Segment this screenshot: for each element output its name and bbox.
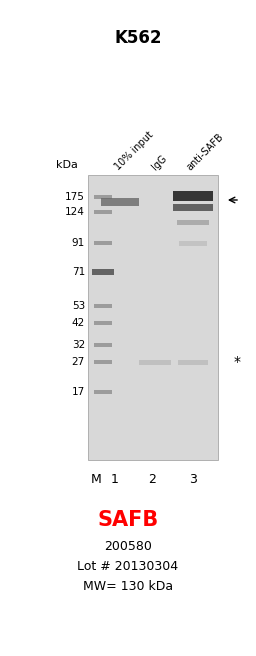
- Bar: [94, 321, 112, 325]
- Bar: [173, 203, 213, 211]
- Bar: [178, 359, 208, 365]
- Bar: [179, 241, 207, 245]
- Text: K562: K562: [114, 29, 162, 47]
- Text: IgG: IgG: [150, 154, 169, 172]
- Bar: [88, 175, 218, 460]
- Text: 42: 42: [72, 318, 85, 328]
- Text: 27: 27: [72, 357, 85, 367]
- Text: MW= 130 kDa: MW= 130 kDa: [83, 580, 173, 593]
- Bar: [94, 195, 112, 199]
- Bar: [94, 360, 112, 364]
- Text: 200580: 200580: [104, 540, 152, 553]
- Text: SAFB: SAFB: [97, 510, 159, 530]
- Bar: [94, 241, 112, 245]
- Text: 175: 175: [65, 192, 85, 202]
- Bar: [173, 191, 213, 201]
- Text: *: *: [233, 355, 240, 369]
- Bar: [101, 198, 139, 206]
- Text: 17: 17: [72, 387, 85, 397]
- Text: M: M: [91, 473, 101, 486]
- Text: 53: 53: [72, 301, 85, 311]
- Text: 2: 2: [148, 473, 156, 486]
- Bar: [177, 220, 209, 224]
- Bar: [92, 269, 114, 275]
- Text: kDa: kDa: [56, 160, 78, 170]
- Text: 71: 71: [72, 267, 85, 277]
- Bar: [94, 343, 112, 347]
- Text: 10% input: 10% input: [113, 130, 155, 172]
- Bar: [94, 390, 112, 394]
- Bar: [94, 210, 112, 214]
- Text: 3: 3: [189, 473, 197, 486]
- Text: 1: 1: [111, 473, 119, 486]
- Text: Lot # 20130304: Lot # 20130304: [77, 560, 179, 573]
- Text: 32: 32: [72, 340, 85, 350]
- Text: anti-SAFB: anti-SAFB: [185, 131, 226, 172]
- Text: 124: 124: [65, 207, 85, 217]
- Bar: [139, 359, 171, 365]
- Text: 91: 91: [72, 238, 85, 248]
- Bar: [94, 304, 112, 308]
